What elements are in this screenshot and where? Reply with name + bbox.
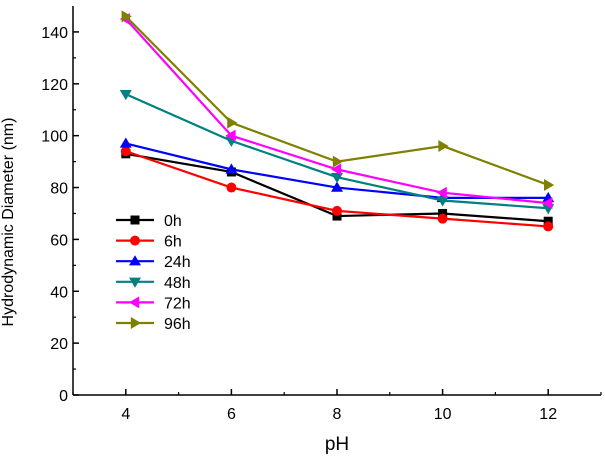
x-tick-label: 8 [333, 406, 342, 423]
legend-item-48h: 48h [116, 275, 191, 292]
data-point-6h [543, 221, 554, 232]
data-point-48h [119, 89, 132, 101]
data-point-24h [331, 181, 343, 192]
data-point-96h [544, 178, 555, 191]
legend-marker [129, 296, 140, 309]
legend-label: 72h [164, 295, 191, 312]
legend-marker [130, 317, 141, 329]
y-axis-label: Hydrodynamic Diameter (nm) [0, 118, 17, 327]
data-point-96h [227, 116, 238, 129]
data-point-24h [225, 163, 238, 174]
legend-label: 48h [164, 275, 191, 292]
x-tick-label: 10 [434, 406, 452, 423]
data-point-0h [438, 208, 448, 218]
data-point-96h [332, 155, 343, 168]
legend-marker [130, 215, 140, 225]
legend: 0h 6h 24h 48h 72h 96h [116, 213, 191, 333]
data-point-72h [225, 129, 236, 142]
x-tick-label: 6 [227, 406, 236, 423]
data-point-6h [437, 213, 448, 224]
data-point-0h [332, 211, 342, 221]
data-point-6h [120, 146, 131, 157]
legend-marker [129, 255, 141, 266]
y-tick-label: 100 [41, 129, 68, 146]
data-point-72h [331, 163, 342, 176]
series-6h [120, 146, 554, 232]
legend-marker [129, 277, 141, 288]
y-tick-label: 40 [50, 284, 68, 301]
legend-item-24h: 24h [116, 254, 191, 271]
data-point-0h [543, 216, 553, 226]
x-axis-label: pH [325, 434, 349, 455]
data-point-48h [331, 172, 343, 184]
data-point-24h [119, 137, 132, 148]
legend-item-72h: 72h [116, 295, 191, 312]
legend-label: 96h [164, 316, 191, 333]
data-point-96h [121, 10, 132, 23]
legend-label: 24h [164, 254, 191, 271]
y-tick-label: 20 [50, 336, 68, 353]
data-point-72h [542, 197, 553, 210]
y-tick-label: 0 [59, 388, 68, 405]
axes: 0 20 40 60 80 100 120 140 4 6 8 10 12 [41, 6, 602, 423]
data-point-96h [438, 140, 449, 153]
series-layer [119, 10, 555, 232]
legend-marker [130, 235, 140, 246]
y-tick-label: 60 [50, 232, 68, 249]
data-point-6h [226, 182, 237, 193]
legend-label: 6h [164, 234, 182, 251]
x-tick-label: 12 [539, 406, 557, 423]
x-tick-label: 4 [121, 406, 130, 423]
legend-item-0h: 0h [116, 213, 182, 230]
data-point-48h [436, 196, 449, 207]
legend-label: 0h [164, 213, 182, 230]
y-tick-label: 120 [41, 77, 68, 94]
data-point-72h [436, 186, 447, 199]
y-tick-label: 80 [50, 181, 68, 198]
data-point-6h [332, 205, 342, 216]
legend-item-6h: 6h [116, 234, 182, 251]
series-96h [121, 10, 555, 191]
legend-item-96h: 96h [116, 316, 191, 333]
y-tick-label: 140 [41, 25, 68, 42]
series-48h [119, 89, 555, 215]
